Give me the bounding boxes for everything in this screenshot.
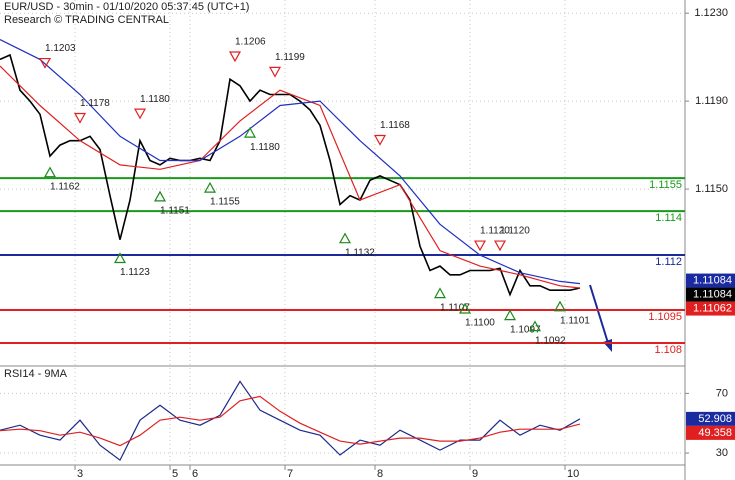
x-tick-label: 9 [472,468,478,480]
price-tag-label: 1.11084 [693,274,732,286]
y-tick-label: 1.1190 [695,95,728,107]
level-label: 1.1155 [649,179,682,191]
x-tick-label: 10 [567,468,579,480]
pivot-marker [38,57,52,69]
x-tick-label: 3 [77,468,83,480]
pivot-marker [113,252,127,264]
level-label: 1.114 [655,212,682,224]
price-tag [686,425,735,440]
pivot-label: 1.1199 [275,52,305,63]
pivot-label: 1.1107 [440,302,470,313]
y-tick-label: 1.1230 [694,7,728,19]
series-line [0,395,581,447]
pivot-label: 1.1123 [120,267,150,278]
pivot-marker [153,190,167,202]
level-label: 1.108 [654,344,682,356]
pivot-marker [553,300,567,312]
y-tick-label: 1.1150 [695,183,728,195]
pivot-label: 1.1120 [500,226,530,237]
pivot-label: 1.1132 [345,247,375,258]
pivot-marker [268,66,282,78]
pivot-marker [433,287,447,299]
pivot-marker [473,240,487,252]
pivot-marker [43,166,57,178]
price-tag [686,287,735,302]
price-tag-label: 1.11062 [693,302,732,314]
pivot-label: 1.1151 [160,206,190,217]
pivot-marker [493,240,507,252]
pivot-label: 1.1155 [210,197,240,208]
pivot-label: 1.1203 [45,43,76,54]
price-tag [686,411,735,426]
pivot-label: 1.1168 [380,120,410,131]
chart-title: EUR/USD - 30min - 01/10/2020 05:37:45 (U… [4,1,249,13]
chart-subtitle: Research © TRADING CENTRAL [4,14,169,26]
x-tick-label: 5 [172,468,178,480]
forecast-arrow [589,284,609,344]
pivot-marker [338,232,352,244]
x-tick-label: 6 [192,468,198,480]
price-tag-label: 49.358 [698,427,732,439]
pivot-label: 1.1178 [80,98,110,109]
pivot-marker [228,51,242,63]
pivot-marker [243,126,257,138]
pivot-marker [73,112,87,124]
panel-title: RSI14 - 9MA [4,368,68,380]
x-tick-label: 8 [377,468,383,480]
level-label: 1.1095 [648,311,682,323]
price-tag [686,301,735,316]
series-line [0,39,581,285]
pivot-marker [458,302,472,314]
series-line [0,65,581,289]
pivot-label: 1.1120 [480,226,510,237]
pivot-label: 1.1162 [50,181,80,192]
y-tick-label: 70 [716,387,728,399]
pivot-marker [203,181,217,193]
price-tag [686,273,735,288]
pivot-marker [528,320,542,332]
pivot-marker [133,108,147,120]
x-tick-label: 7 [287,468,293,480]
pivot-label: 1.1101 [560,315,590,326]
pivot-marker [373,134,387,146]
price-tag-label: 52.908 [698,413,732,425]
pivot-label: 1.1206 [235,37,266,48]
pivot-marker [503,309,517,321]
pivot-label: 1.1180 [250,142,280,153]
pivot-label: 1.1180 [140,94,170,105]
pivot-label: 1.1092 [535,335,566,346]
pivot-label: 1.1097 [510,324,541,335]
y-tick-label: 30 [716,447,728,459]
level-label: 1.112 [655,256,682,268]
pivot-label: 1.1100 [465,318,495,329]
price-tag-label: 1.11084 [693,288,732,300]
